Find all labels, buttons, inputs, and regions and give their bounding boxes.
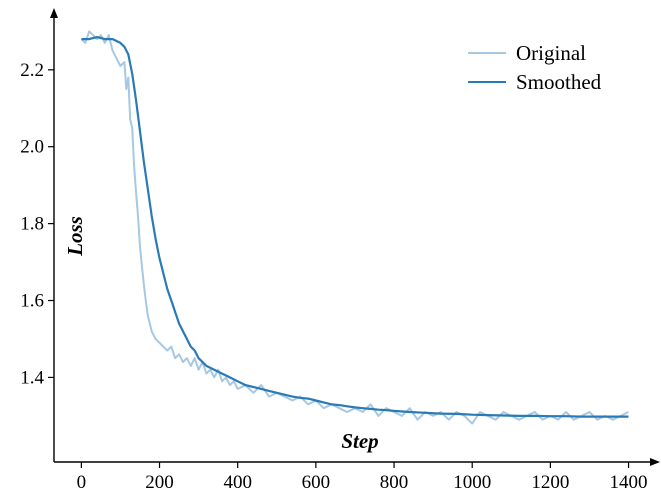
x-tick-label: 600 (302, 472, 331, 493)
x-axis-title: Step (341, 429, 378, 453)
series-layer (80, 30, 629, 425)
ticks-layer: 0 200 400 600 800 1000 1200 1400 1.4 1.6 1.8 2.0 2.2 (20, 60, 647, 493)
legend-label-smoothed: Smoothed (516, 70, 602, 94)
x-tick-label: 1000 (453, 472, 491, 493)
x-tick-label: 800 (380, 472, 409, 493)
y-tick-label: 1.4 (20, 367, 44, 388)
y-axis-arrow (50, 8, 58, 18)
y-tick-label: 1.8 (20, 214, 44, 235)
y-tick-label: 2.2 (20, 60, 44, 81)
y-tick-label: 1.6 (20, 291, 44, 312)
legend-label-original: Original (516, 41, 586, 65)
x-tick-label: 1400 (610, 472, 648, 493)
x-tick-label: 1200 (531, 472, 569, 493)
series-line-original (80, 30, 629, 425)
legend: Original Smoothed (468, 41, 602, 94)
series-line-smoothed (81, 35, 629, 418)
x-axis-arrow (650, 458, 660, 466)
axes-layer (50, 8, 660, 466)
x-tick-label: 0 (77, 472, 87, 493)
x-tick-label: 400 (223, 472, 252, 493)
x-tick-label: 200 (145, 472, 174, 493)
y-tick-label: 2.0 (20, 137, 44, 158)
y-axis-title: Loss (63, 216, 87, 257)
